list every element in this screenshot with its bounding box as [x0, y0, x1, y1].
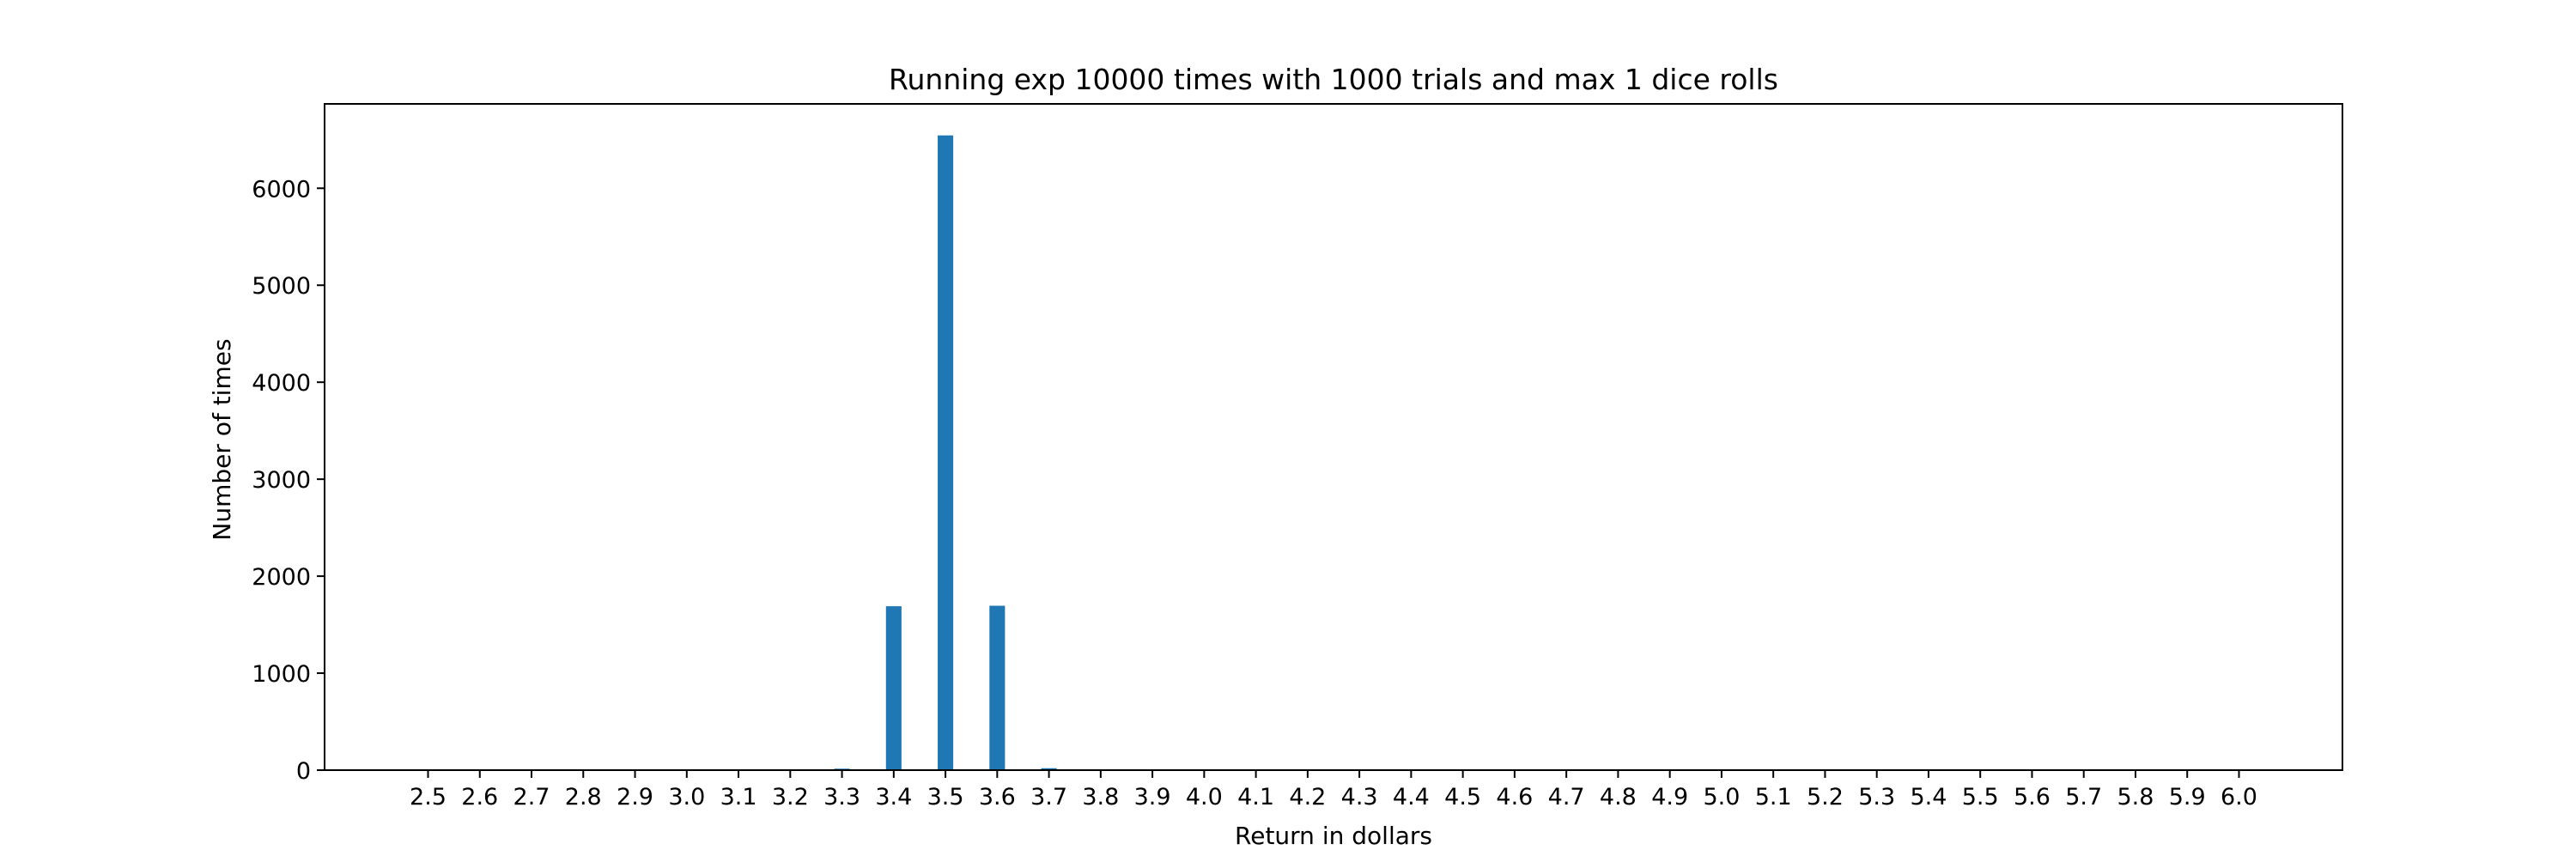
x-axis-ticks: 2.5 2.6 2.7 2.8 2.9 3.0 3.1 3.2 3.3 3.4 3.5 3.6 3.7 3…: [410, 770, 2257, 810]
x-tick-label: 2.8: [565, 784, 602, 810]
x-tick-label: 4.6: [1496, 784, 1533, 810]
x-tick-label: 3.6: [979, 784, 1016, 810]
x-tick-label: 5.2: [1807, 784, 1844, 810]
y-tick-label: 4000: [252, 370, 311, 397]
y-tick-label: 3000: [252, 467, 311, 494]
x-tick-label: 4.9: [1651, 784, 1688, 810]
x-tick-label: 5.8: [2117, 784, 2154, 810]
bar: [885, 606, 902, 770]
x-tick-label: 4.8: [1600, 784, 1637, 810]
y-tick-label: 0: [296, 758, 311, 785]
x-tick-label: 5.1: [1755, 784, 1792, 810]
bar: [938, 135, 954, 770]
x-tick-label: 5.6: [2014, 784, 2050, 810]
x-tick-label: 3.7: [1030, 784, 1067, 810]
x-tick-label: 3.8: [1082, 784, 1119, 810]
x-tick-label: 4.3: [1341, 784, 1378, 810]
x-tick-label: 3.1: [720, 784, 757, 810]
x-tick-label: 4.5: [1444, 784, 1481, 810]
x-tick-label: 3.0: [668, 784, 705, 810]
x-tick-label: 6.0: [2221, 784, 2257, 810]
x-tick-label: 4.0: [1186, 784, 1223, 810]
bar: [1041, 768, 1057, 770]
y-axis-label: Number of times: [208, 338, 236, 540]
x-tick-label: 3.9: [1134, 784, 1171, 810]
x-tick-label: 4.2: [1289, 784, 1326, 810]
y-tick-label: 2000: [252, 564, 311, 591]
x-tick-label: 2.6: [461, 784, 498, 810]
x-tick-label: 3.5: [927, 784, 964, 810]
x-tick-label: 3.2: [772, 784, 809, 810]
x-tick-label: 4.4: [1393, 784, 1430, 810]
x-axis-label: Return in dollars: [1235, 822, 1432, 850]
x-tick-label: 5.3: [1858, 784, 1895, 810]
x-tick-label: 2.5: [410, 784, 447, 810]
x-tick-label: 4.7: [1548, 784, 1585, 810]
x-tick-label: 4.1: [1237, 784, 1274, 810]
bars-group: [834, 135, 1057, 770]
y-axis-ticks: 0 1000 2000 3000 4000 5000 6000: [252, 176, 325, 785]
x-tick-label: 3.3: [823, 784, 860, 810]
x-tick-label: 2.9: [617, 784, 653, 810]
x-tick-label: 3.4: [875, 784, 912, 810]
x-tick-label: 5.7: [2065, 784, 2102, 810]
x-tick-label: 5.0: [1703, 784, 1740, 810]
y-tick-label: 1000: [252, 661, 311, 688]
y-tick-label: 6000: [252, 176, 311, 203]
x-tick-label: 5.4: [1910, 784, 1947, 810]
bar: [989, 605, 1005, 770]
x-tick-label: 5.5: [1962, 784, 1999, 810]
y-tick-label: 5000: [252, 273, 311, 300]
x-tick-label: 5.9: [2169, 784, 2206, 810]
chart-title: Running exp 10000 times with 1000 trials…: [889, 63, 1778, 96]
x-tick-label: 2.7: [513, 784, 550, 810]
plot-area-frame: [324, 103, 2343, 771]
